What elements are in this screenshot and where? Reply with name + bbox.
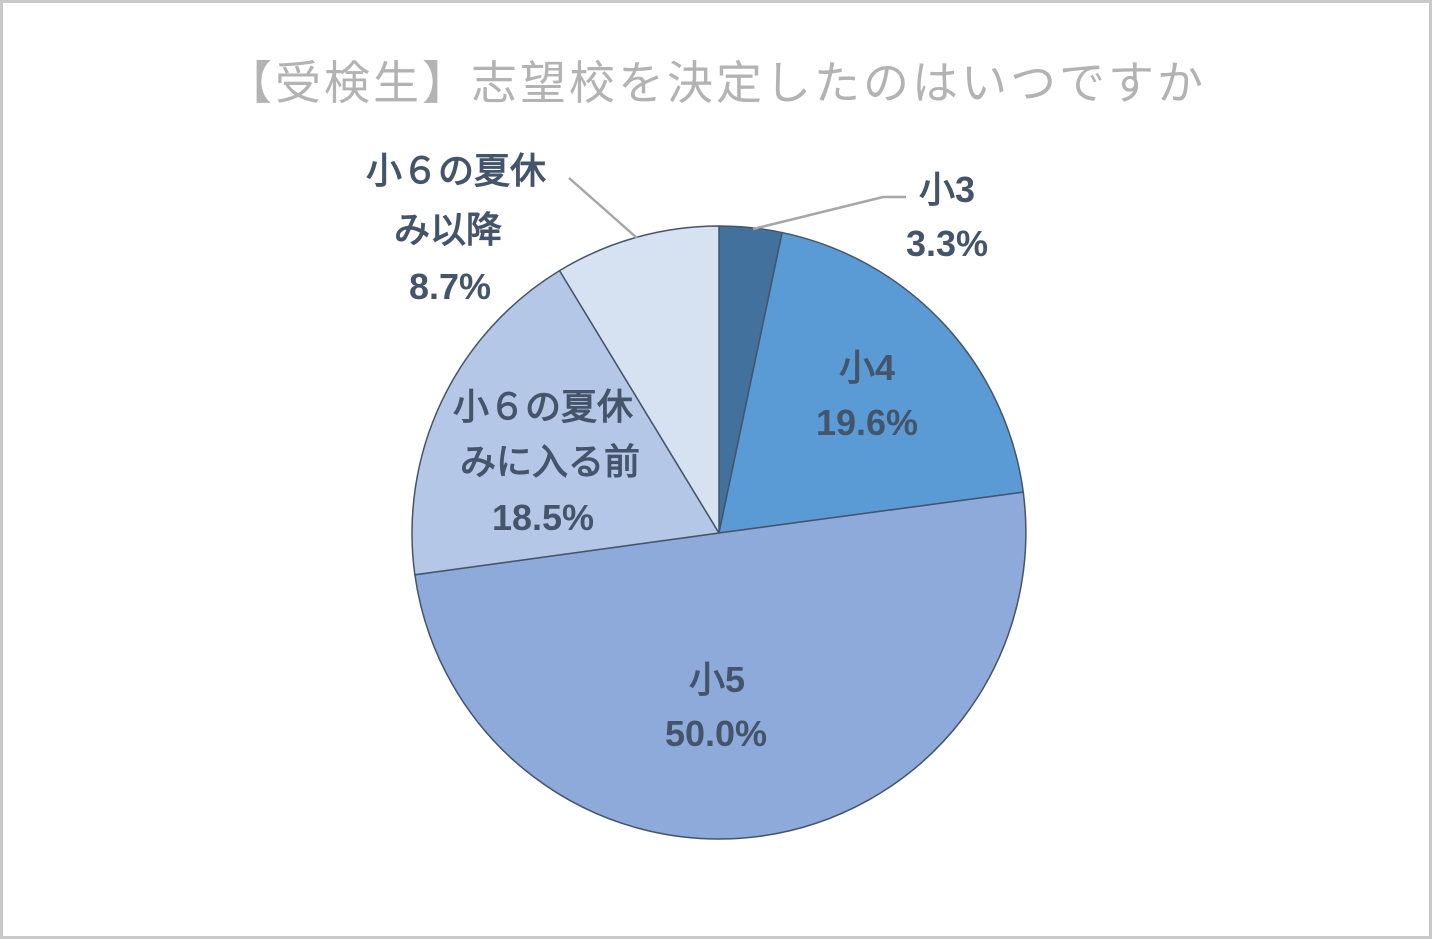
- pie-chart: [411, 177, 1027, 840]
- label-sho4-name: 小4: [838, 347, 896, 388]
- pie-slice-小4: [718, 231, 1025, 534]
- label-sho6-before-line2: みに入る前: [459, 441, 641, 482]
- label-sho3-percent: 3.3%: [905, 223, 989, 264]
- label-sho6-before-line1: 小６の夏休: [452, 386, 634, 427]
- pie-slices: [411, 225, 1027, 840]
- label-sho5-name: 小5: [688, 659, 746, 700]
- label-sho4-percent: 19.6%: [815, 402, 919, 443]
- label-sho6-before-percent: 18.5%: [491, 497, 595, 538]
- label-sho5-percent: 50.0%: [664, 713, 768, 754]
- pie-slice-小5: [414, 491, 1027, 840]
- leader-line-sho6-after: [568, 177, 638, 239]
- label-sho6-after-percent: 8.7%: [408, 266, 492, 307]
- leader-line-sho3: [752, 195, 906, 231]
- label-sho6-after-line1: 小６の夏休: [365, 150, 547, 191]
- pie-slice-小６の夏休みに入る前: [411, 269, 720, 576]
- label-sho6-after-line2: み以降: [393, 209, 503, 250]
- label-sho3-name: 小3: [918, 169, 976, 210]
- chart-title: 【受検生】志望校を決定したのはいつですか: [226, 57, 1206, 109]
